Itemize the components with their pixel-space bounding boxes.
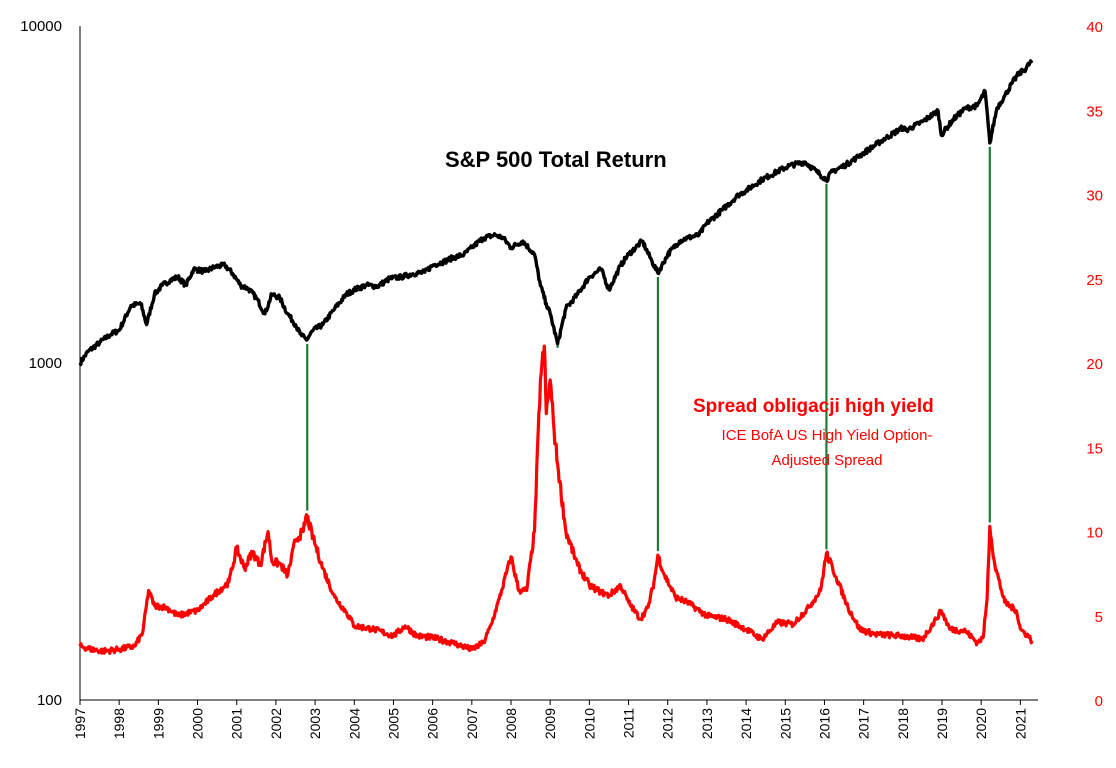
x-tick-label: 2006 [425,708,441,739]
series [78,59,1034,655]
x-tick-label: 2021 [1012,708,1028,739]
x-tick-label: 2008 [503,708,519,739]
x-tick-label: 1998 [111,708,127,739]
y-right-tick-label: 10 [1086,525,1103,542]
y-right-tick-label: 0 [1095,693,1103,710]
x-tick-label: 2011 [621,708,637,738]
x-tick-label: 2003 [307,708,323,739]
x-tick-label: 2007 [464,708,480,739]
x-tick-label: 2000 [190,708,206,739]
y-left-tick-label: 1000 [29,355,62,372]
x-tick-label: 1999 [150,708,166,739]
x-tick-label: 2016 [816,708,832,739]
y-left-ticks: 100 1000 10000 [20,18,62,709]
y-left-tick-label: 100 [37,692,62,709]
x-tick-label: 2001 [229,708,245,739]
x-tick-label: 2014 [738,708,754,739]
y-right-tick-label: 35 [1086,103,1103,120]
y-right-tick-label: 5 [1095,609,1103,626]
x-tick-label: 2012 [660,708,676,739]
spread-sub-1: ICE BofA US High Yield Option- [722,427,933,444]
x-tick-label: 2019 [934,708,950,739]
sp500-label: S&P 500 Total Return [445,147,667,172]
y-right-tick-label: 15 [1086,440,1103,457]
x-tick-label: 2009 [542,708,558,739]
x-tick-label: 2018 [895,708,911,739]
markers [306,146,991,552]
spread-sub-2: Adjusted Spread [772,452,883,469]
y-right-tick-label: 20 [1086,356,1103,373]
x-tick-label: 1997 [72,708,88,739]
x-tick-label: 2015 [777,708,793,739]
spread-series-line [78,344,1034,655]
x-tick-label: 2002 [268,708,284,739]
y-right-tick-label: 40 [1086,19,1103,36]
y-right-tick-label: 25 [1086,272,1103,289]
y-right-tick-label: 30 [1086,188,1103,205]
x-tick-label: 2020 [973,708,989,739]
x-tick-label: 2004 [346,708,362,739]
y-right-ticks: 0 5 10 15 20 25 30 35 40 [1086,19,1103,710]
x-tick-label: 2013 [699,708,715,739]
spread-label: Spread obligacji high yield [693,396,934,417]
axis-lines [79,26,1038,701]
sp500-series-line [78,59,1034,367]
x-ticks: 1997 1998 1999 2000 2001 2002 2003 2004 2005 2006… [72,700,1028,739]
x-tick-label: 2010 [581,708,597,739]
x-tick-label: 2017 [856,708,872,739]
y-left-tick-label: 10000 [20,18,62,35]
x-tick-label: 2005 [385,708,401,739]
